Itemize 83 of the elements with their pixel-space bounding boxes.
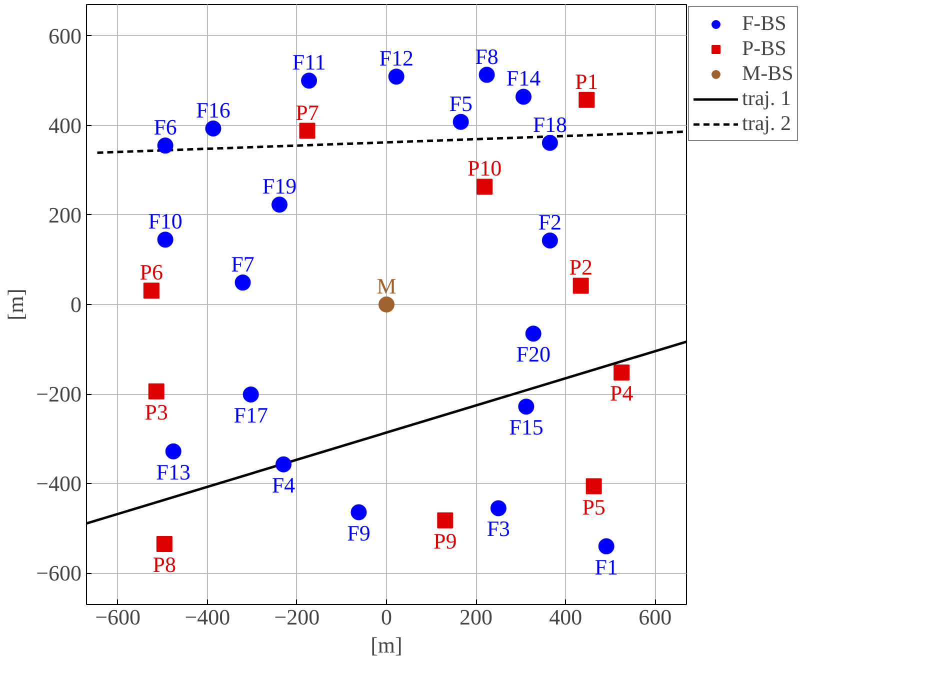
data-label: P6 xyxy=(140,260,164,285)
x-tick-label: −400 xyxy=(184,604,230,630)
point xyxy=(148,383,164,400)
point xyxy=(388,68,404,85)
data-label: P7 xyxy=(296,100,319,125)
point xyxy=(542,134,558,151)
point xyxy=(165,443,182,460)
data-label: F1 xyxy=(594,554,618,580)
data-label: P9 xyxy=(434,528,457,554)
data-label: P5 xyxy=(582,494,606,520)
data-label: P10 xyxy=(467,156,502,181)
data-label: F18 xyxy=(532,112,568,137)
data-label: F16 xyxy=(196,98,230,123)
point xyxy=(156,536,172,552)
data-label: F19 xyxy=(262,174,297,199)
data-label: F10 xyxy=(148,208,182,234)
x-axis-title: [m] xyxy=(370,632,402,658)
data-label: P4 xyxy=(610,380,634,406)
x-tick-label: −600 xyxy=(95,604,141,630)
point xyxy=(586,478,602,494)
point xyxy=(205,120,222,137)
point xyxy=(299,122,316,139)
data-label: P1 xyxy=(575,68,598,94)
data-label: F7 xyxy=(231,252,254,277)
data-label: F15 xyxy=(509,414,544,440)
data-label: F13 xyxy=(156,459,190,484)
point xyxy=(516,88,532,105)
point xyxy=(234,274,251,291)
y-tick-label: −600 xyxy=(36,560,82,586)
y-tick-label: 200 xyxy=(48,202,82,228)
point xyxy=(276,456,292,472)
legend-label: traj. 2 xyxy=(742,111,791,136)
point xyxy=(350,504,367,520)
x-tick-label: 0 xyxy=(381,604,392,630)
point xyxy=(614,364,630,381)
point xyxy=(572,278,589,294)
y-tick-label: −400 xyxy=(36,471,82,496)
y-tick-label: 400 xyxy=(48,112,82,138)
data-label: F5 xyxy=(449,90,472,116)
point xyxy=(378,296,394,312)
point xyxy=(542,232,558,248)
data-label: P3 xyxy=(144,399,168,424)
point xyxy=(271,196,288,213)
point xyxy=(452,114,469,130)
data-label: F12 xyxy=(379,46,414,71)
data-label: F2 xyxy=(538,209,562,234)
point xyxy=(157,232,174,248)
point xyxy=(518,398,534,415)
y-axis-title: [m] xyxy=(3,288,28,320)
data-label: M xyxy=(376,274,396,298)
y-tick-label: 600 xyxy=(48,23,82,48)
legend-label: P-BS xyxy=(742,36,786,61)
point xyxy=(301,72,318,89)
data-label: F3 xyxy=(486,516,510,542)
data-label: F17 xyxy=(234,402,268,428)
data-label: P8 xyxy=(152,552,176,578)
point xyxy=(437,512,454,528)
point xyxy=(598,538,614,554)
point xyxy=(157,138,174,154)
data-label: F4 xyxy=(272,472,296,498)
point xyxy=(578,92,595,108)
y-tick-label: 0 xyxy=(70,292,82,317)
data-label: F6 xyxy=(154,114,177,140)
point xyxy=(525,326,542,342)
point xyxy=(242,386,259,402)
point xyxy=(478,66,495,83)
x-tick-label: 400 xyxy=(549,604,582,630)
data-label: F20 xyxy=(516,342,550,367)
point xyxy=(143,282,160,299)
x-tick-label: 200 xyxy=(460,604,493,630)
data-label: F11 xyxy=(292,50,326,75)
y-tick-label: −200 xyxy=(36,382,82,407)
data-label: F8 xyxy=(475,44,498,69)
point xyxy=(476,178,493,195)
x-tick-label: −200 xyxy=(274,604,320,630)
legend-label: M-BS xyxy=(742,61,794,86)
x-tick-label: 600 xyxy=(638,604,672,630)
data-label: P2 xyxy=(569,254,592,280)
data-label: F9 xyxy=(347,520,370,546)
data-label: F14 xyxy=(506,66,541,91)
legend-label: traj. 1 xyxy=(742,86,791,111)
point xyxy=(490,500,506,516)
legend-label: F-BS xyxy=(742,11,786,36)
